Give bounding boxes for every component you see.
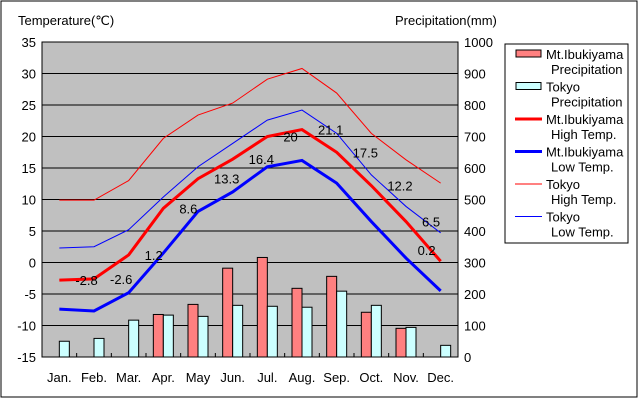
- x-tick-label: Apr.: [152, 370, 175, 385]
- legend-label: High Temp.: [551, 192, 617, 207]
- precip-bar-ibukiyama: [152, 313, 164, 358]
- right-tick-label: 900: [464, 67, 486, 82]
- right-tick-label: 0: [464, 350, 471, 365]
- legend-label: Low Temp.: [551, 225, 614, 240]
- data-label: 13.3: [214, 172, 239, 187]
- precip-bar-tokyo: [266, 305, 278, 358]
- left-tick-label: 20: [22, 130, 36, 145]
- data-label: 16.4: [249, 152, 274, 167]
- precip-bar-ibukiyama: [395, 327, 407, 358]
- left-tick-label: 0: [29, 256, 36, 271]
- right-tick-label: 700: [464, 130, 486, 145]
- precip-bar-ibukiyama: [291, 287, 303, 358]
- x-tick-label: Oct.: [359, 370, 383, 385]
- legend-swatch: [515, 49, 542, 58]
- x-tick-label: Nov.: [393, 370, 419, 385]
- precip-bar-tokyo: [162, 314, 174, 358]
- x-tick-label: Feb.: [81, 370, 107, 385]
- precip-bar-tokyo: [197, 315, 209, 358]
- precip-bar-tokyo: [405, 326, 417, 358]
- data-label: -2.6: [110, 272, 132, 287]
- right-tick-label: 500: [464, 193, 486, 208]
- x-tick-label: Jun.: [220, 370, 245, 385]
- x-tick-label: Aug.: [289, 370, 316, 385]
- left-tick-label: -5: [24, 287, 36, 302]
- legend-label: Precipitation: [551, 95, 623, 110]
- right-tick-label: 600: [464, 161, 486, 176]
- right-tick-label: 1000: [464, 35, 493, 50]
- left-tick-label: 30: [22, 67, 36, 82]
- precip-bar-tokyo: [440, 344, 452, 358]
- right-tick-label: 200: [464, 287, 486, 302]
- legend-label: Mt.Ibukiyama: [546, 145, 624, 160]
- legend-label: Tokyo: [546, 177, 580, 192]
- data-label: 12.2: [387, 179, 412, 194]
- data-label: 1.2: [145, 248, 163, 263]
- left-tick-label: 10: [22, 193, 36, 208]
- right-tick-label: 300: [464, 256, 486, 271]
- right-tick-label: 100: [464, 319, 486, 334]
- right-axis-title: Precipitation(mm): [395, 13, 497, 28]
- left-tick-label: 25: [22, 98, 36, 113]
- precip-bar-tokyo: [93, 337, 105, 358]
- data-label: -2.8: [75, 273, 97, 288]
- precip-bar-ibukiyama: [222, 267, 234, 358]
- precip-bar-tokyo: [128, 319, 140, 358]
- right-tick-label: 800: [464, 98, 486, 113]
- precip-bar-tokyo: [301, 306, 313, 358]
- precip-bar-tokyo: [370, 304, 382, 358]
- legend-label: Tokyo: [546, 80, 580, 95]
- x-tick-label: Jul.: [257, 370, 277, 385]
- temp-line-mt-ibukiyama-low-temp-: [59, 158, 442, 313]
- precip-bar-ibukiyama: [187, 303, 199, 358]
- legend-label: Low Temp.: [551, 160, 614, 175]
- precip-bar-tokyo: [58, 340, 70, 358]
- legend-label: High Temp.: [551, 127, 617, 142]
- legend-swatch: [515, 82, 542, 90]
- data-label: 0.2: [418, 243, 436, 258]
- temp-line-tokyo-low-temp-: [59, 109, 441, 249]
- x-tick-label: Jan.: [47, 370, 72, 385]
- x-tick-label: Sep.: [323, 370, 350, 385]
- left-axis-title: Temperature(℃): [18, 13, 114, 28]
- x-tick-label: Mar.: [116, 370, 141, 385]
- data-label: 21.1: [318, 123, 343, 138]
- right-tick-label: 400: [464, 224, 486, 239]
- temp-line-tokyo-high-temp-: [59, 67, 441, 201]
- left-tick-label: -10: [17, 319, 36, 334]
- legend-label: Precipitation: [551, 62, 623, 77]
- left-tick-label: -15: [17, 350, 36, 365]
- temp-line-mt-ibukiyama-high-temp-: [59, 127, 442, 282]
- data-label: 8.6: [179, 201, 197, 216]
- legend: Mt.IbukiyamaPrecipitationTokyoPrecipitat…: [504, 43, 629, 244]
- precip-bar-ibukiyama: [256, 256, 268, 358]
- precip-bar-ibukiyama: [326, 275, 338, 358]
- data-label: 20: [283, 130, 297, 145]
- precip-bar-tokyo: [336, 290, 348, 358]
- x-tick-label: Dec.: [427, 370, 454, 385]
- x-tick-label: May: [186, 370, 211, 385]
- legend-label: Tokyo: [546, 210, 580, 225]
- precip-bar-ibukiyama: [360, 311, 372, 358]
- legend-label: Mt.Ibukiyama: [546, 112, 624, 127]
- left-tick-label: 15: [22, 161, 36, 176]
- data-label: 17.5: [353, 145, 378, 160]
- left-tick-label: 35: [22, 35, 36, 50]
- left-tick-label: 5: [29, 224, 36, 239]
- legend-label: Mt.Ibukiyama: [546, 47, 624, 62]
- data-label: 6.5: [422, 215, 440, 230]
- precip-bar-tokyo: [232, 304, 244, 358]
